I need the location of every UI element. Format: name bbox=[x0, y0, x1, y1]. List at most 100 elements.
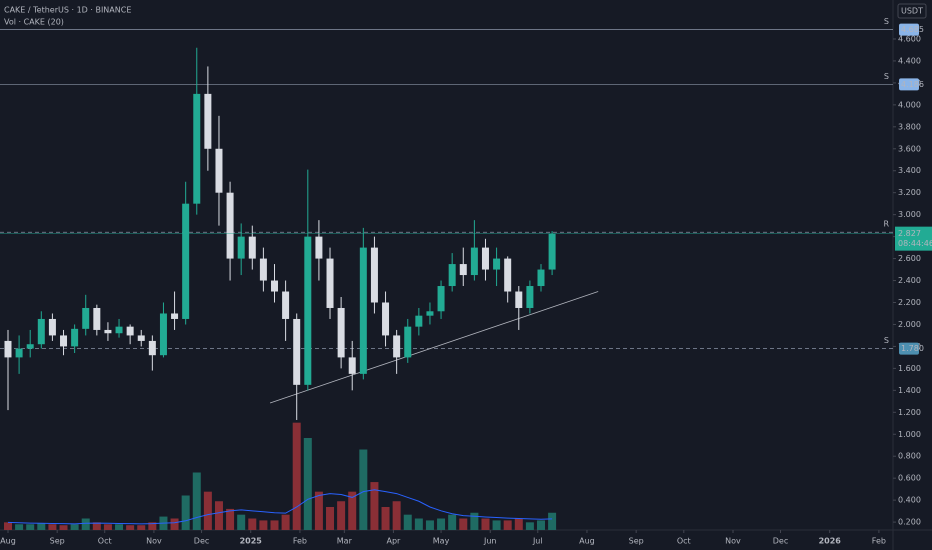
volume-bar bbox=[348, 491, 357, 530]
volume-ma bbox=[7, 489, 553, 525]
volume-bar bbox=[81, 518, 90, 530]
volume-bar bbox=[292, 422, 301, 530]
x-tick-label: Jul bbox=[532, 537, 543, 546]
candle-body bbox=[259, 258, 267, 281]
level-tag: R bbox=[883, 220, 889, 229]
y-tick-label: 2.600 bbox=[898, 254, 921, 263]
x-tick-label: Oct bbox=[98, 537, 112, 546]
level-tag: S bbox=[884, 17, 889, 26]
volume-bar bbox=[237, 514, 246, 530]
candle-body bbox=[171, 313, 179, 319]
y-tick-label: 0.600 bbox=[898, 474, 921, 483]
candle-body bbox=[182, 203, 190, 319]
volume-bar bbox=[448, 514, 457, 530]
x-tick-label: Apr bbox=[387, 537, 402, 546]
currency[interactable]: USDT bbox=[901, 7, 923, 16]
candle-body bbox=[104, 329, 112, 334]
volume-bar bbox=[103, 524, 112, 530]
volume-bar bbox=[359, 449, 368, 530]
volume-bar bbox=[214, 501, 223, 530]
x-tick-label: Aug bbox=[0, 537, 16, 546]
x-tick-label: Dec bbox=[773, 537, 788, 546]
candle-body bbox=[393, 335, 401, 358]
x-tick-label: Jun bbox=[483, 537, 497, 546]
candle-body bbox=[382, 302, 390, 336]
candle-body bbox=[481, 247, 489, 270]
volume-bar bbox=[70, 524, 79, 530]
candle-body bbox=[548, 233, 556, 270]
volume-bar bbox=[548, 512, 557, 530]
level-tag: S bbox=[884, 336, 889, 345]
candle-body bbox=[326, 258, 334, 308]
volume-bar bbox=[203, 491, 212, 530]
volume-bar bbox=[281, 514, 290, 530]
y-tick-label: 4.000 bbox=[898, 100, 921, 109]
volume-bar bbox=[437, 518, 446, 530]
level-price: 1.780 bbox=[901, 344, 924, 353]
candle-body bbox=[359, 247, 367, 374]
y-tick-label: 2.400 bbox=[898, 276, 921, 285]
candle-body bbox=[337, 307, 345, 358]
candle-body bbox=[137, 335, 145, 341]
volume-bar bbox=[226, 508, 235, 530]
candle-body bbox=[226, 192, 234, 259]
volume-bar bbox=[270, 520, 279, 530]
candle-body bbox=[526, 286, 534, 308]
volume-bar bbox=[248, 518, 257, 530]
level-price: 4.685 bbox=[901, 25, 924, 34]
volume-bar bbox=[503, 520, 512, 530]
volume-bar bbox=[392, 501, 401, 530]
candle-body bbox=[504, 258, 512, 292]
candle-body bbox=[293, 318, 301, 385]
x-tick-label: 2026 bbox=[819, 537, 842, 546]
candle-body bbox=[60, 335, 68, 347]
candle-body bbox=[437, 286, 445, 312]
volume-title: Vol · CAKE (20) bbox=[4, 18, 64, 27]
volume-bar bbox=[303, 438, 312, 530]
candle-body bbox=[93, 307, 101, 330]
candle-body bbox=[248, 236, 256, 259]
volume-bar bbox=[48, 524, 57, 530]
trend-line bbox=[269, 291, 599, 404]
volume-bar bbox=[492, 520, 501, 530]
candle-body bbox=[348, 357, 356, 374]
x-tick-label: Sep bbox=[50, 537, 65, 546]
volume-bar bbox=[137, 525, 146, 530]
volume-bar bbox=[259, 520, 268, 530]
volume-bar bbox=[314, 491, 323, 530]
x-tick-label: Nov bbox=[146, 537, 162, 546]
x-tick-label: 2025 bbox=[240, 537, 263, 546]
x-tick-label: Aug bbox=[579, 537, 595, 546]
candle-body bbox=[115, 326, 123, 334]
x-tick-label: Sep bbox=[629, 537, 644, 546]
level-price-box bbox=[899, 23, 919, 36]
x-tick-label: Nov bbox=[725, 537, 741, 546]
y-tick-label: 2.000 bbox=[898, 320, 921, 329]
candle-body bbox=[282, 291, 290, 319]
volume-bar bbox=[3, 522, 12, 530]
x-tick-label: Dec bbox=[194, 537, 209, 546]
volume-bar bbox=[337, 501, 346, 530]
candle-body bbox=[459, 264, 467, 276]
candle-body bbox=[148, 340, 156, 356]
candle-body bbox=[370, 247, 378, 303]
y-tick-label: 1.400 bbox=[898, 386, 921, 395]
volume-bar bbox=[481, 518, 490, 530]
level-price-box bbox=[899, 342, 919, 355]
x-tick-label: Mar bbox=[337, 537, 353, 546]
volume-bar bbox=[459, 518, 468, 530]
volume-bar bbox=[192, 472, 201, 530]
level-price: 4.186 bbox=[901, 80, 924, 89]
y-tick-label: 3.400 bbox=[898, 166, 921, 175]
candle-body bbox=[82, 307, 90, 329]
y-tick-label: 3.800 bbox=[898, 122, 921, 131]
candle-body bbox=[315, 236, 323, 259]
level-price-box bbox=[899, 78, 919, 91]
currency-box[interactable] bbox=[897, 3, 927, 19]
candle-body bbox=[493, 258, 501, 270]
y-tick-label: 3.000 bbox=[898, 210, 921, 219]
volume-bar bbox=[181, 495, 190, 530]
volume-bar bbox=[525, 522, 534, 530]
y-tick-label: 2.200 bbox=[898, 298, 921, 307]
volume-bar bbox=[326, 507, 335, 530]
